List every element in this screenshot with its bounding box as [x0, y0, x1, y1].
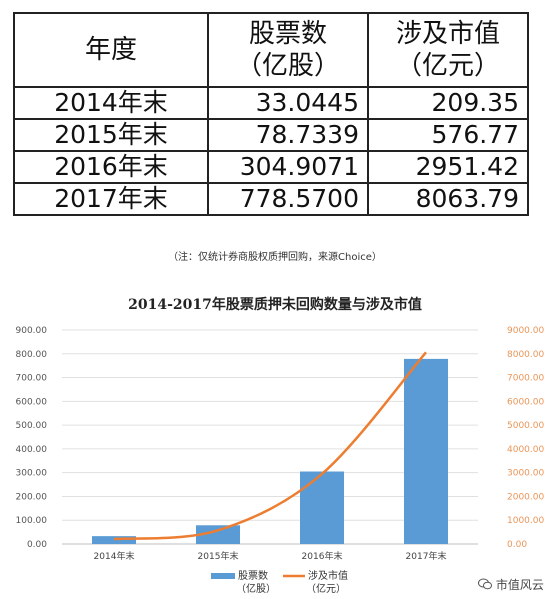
table-row: 2014年末 33.0445 209.35	[13, 86, 529, 120]
combo-chart: 2014-2017年股票质押未回购数量与涉及市值 0.00 100.00 200.00…	[16, 296, 545, 595]
y-right-tick-label: 3000.00	[507, 469, 544, 479]
cell-shares: 304.9071	[207, 150, 369, 184]
line-market-value	[113, 351, 427, 541]
bar-shares	[196, 525, 240, 544]
y-right-tick-label: 4000.00	[507, 445, 544, 455]
y-left-tick-label: 0.00	[27, 540, 47, 550]
table-row: 2015年末 78.7339 576.77	[13, 118, 529, 152]
cell-year: 2017年末	[13, 182, 209, 216]
y-right-tick-label: 9000.00	[507, 326, 544, 336]
legend-label-shares: 股票数	[238, 569, 268, 582]
x-tick-label: 2016年末	[302, 550, 343, 562]
legend-sublabel-market-value: （亿元）	[306, 582, 346, 595]
table-row: 2017年末 778.5700 8063.79	[13, 182, 529, 216]
y-left-tick-label: 200.00	[16, 492, 48, 502]
y-right-tick-label: 8000.00	[507, 350, 544, 360]
y-left-tick-label: 700.00	[16, 374, 48, 384]
watermark-text: 市值风云	[495, 578, 544, 592]
y-left-tick-label: 800.00	[16, 350, 48, 360]
y-right-tick-label: 6000.00	[507, 397, 544, 407]
y-right-tick-label: 1000.00	[507, 516, 544, 526]
cell-value: 576.77	[367, 118, 529, 152]
cell-shares: 778.5700	[207, 182, 369, 216]
wechat-icon	[478, 578, 492, 590]
cell-value: 8063.79	[367, 182, 529, 216]
bar-shares	[92, 536, 136, 544]
cell-value: 209.35	[367, 86, 529, 120]
bar-shares	[404, 358, 448, 544]
y-left-tick-label: 400.00	[16, 445, 48, 455]
y-left-tick-label: 900.00	[16, 326, 48, 336]
data-table: 年度 股票数 （亿股） 涉及市值 （亿元） 2014年末 33.0445 209.3…	[13, 12, 529, 216]
cell-year: 2014年末	[13, 86, 209, 120]
cell-value: 2951.42	[367, 150, 529, 184]
chart-title: 2014-2017年股票质押未回购数量与涉及市值	[128, 296, 422, 313]
y-right-tick-label: 2000.00	[507, 492, 544, 502]
x-tick-label: 2015年末	[198, 550, 239, 562]
y-left-tick-label: 500.00	[16, 421, 48, 431]
legend-sublabel-shares: （亿股）	[236, 582, 276, 595]
x-tick-label: 2014年末	[94, 550, 135, 562]
y-right-tick-label: 7000.00	[507, 374, 544, 384]
x-tick-label: 2017年末	[406, 550, 447, 562]
legend-swatch-shares	[211, 573, 235, 579]
table-row: 2016年末 304.9071 2951.42	[13, 150, 529, 184]
source-note: （注：仅统计券商股权质押回购，来源Choice）	[168, 252, 382, 263]
cell-year: 2015年末	[13, 118, 209, 152]
header-shares: 股票数 （亿股）	[207, 12, 369, 88]
legend-label-market-value: 涉及市值	[308, 569, 348, 582]
table-header-row: 年度 股票数 （亿股） 涉及市值 （亿元）	[13, 12, 529, 88]
cell-shares: 33.0445	[207, 86, 369, 120]
watermark: 市值风云	[478, 576, 544, 593]
y-right-tick-label: 0.00	[507, 540, 527, 550]
y-right-tick-label: 5000.00	[507, 421, 544, 431]
cell-shares: 78.7339	[207, 118, 369, 152]
bar-shares	[300, 471, 344, 544]
cell-year: 2016年末	[13, 150, 209, 184]
header-value: 涉及市值 （亿元）	[367, 12, 529, 88]
y-left-tick-label: 600.00	[16, 397, 48, 407]
header-year: 年度	[13, 12, 209, 88]
y-left-tick-label: 100.00	[16, 516, 48, 526]
y-left-tick-label: 300.00	[16, 469, 48, 479]
